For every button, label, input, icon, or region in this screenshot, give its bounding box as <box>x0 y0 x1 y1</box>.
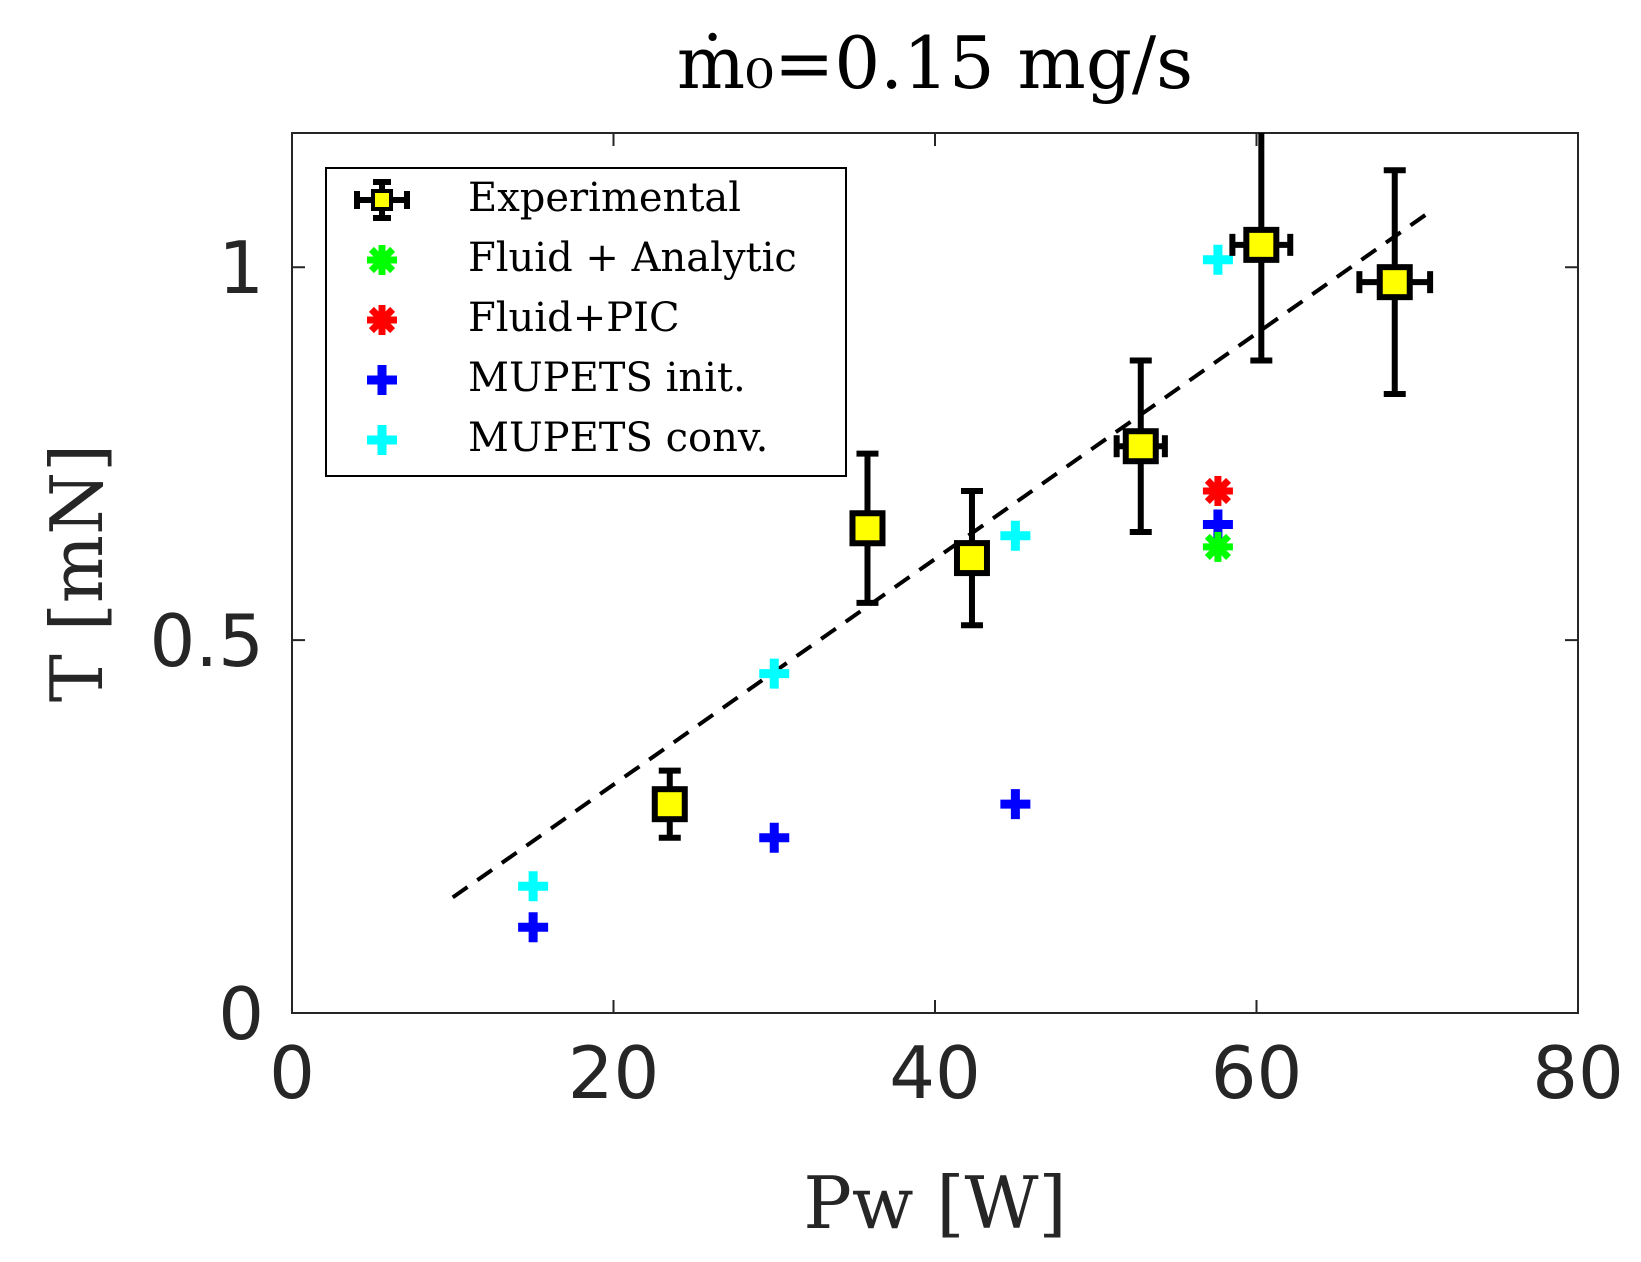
mupets-init-point <box>759 822 790 853</box>
legend-marker-experimental <box>354 179 410 221</box>
mupets-init-point <box>518 912 549 943</box>
plot-content <box>451 133 1434 943</box>
mupets-conv-point <box>759 658 790 689</box>
y-axis-label: T [mN] <box>35 444 119 702</box>
legend-label-mupets-conv: MUPETS conv. <box>468 415 768 461</box>
legend-label-mupets-init: MUPETS init. <box>468 355 746 401</box>
legend: Experimental Fluid + Analytic Fluid+PIC … <box>325 167 847 477</box>
fluid-analytic-point <box>1202 531 1233 562</box>
series-experimental <box>651 133 1434 841</box>
series-fluid-pic <box>1202 475 1233 506</box>
x-tick-label: 0 <box>269 1031 315 1115</box>
series-fluid-analytic <box>1202 531 1233 562</box>
legend-markers <box>354 179 410 455</box>
chart-title: ṁ₀=0.15 mg/s <box>677 21 1193 105</box>
mupets-conv-point <box>518 871 549 902</box>
x-tick-label: 80 <box>1532 1031 1624 1115</box>
legend-marker-mupets-init <box>367 365 397 395</box>
y-tick-label: 0 <box>218 972 264 1056</box>
x-tick-label: 20 <box>568 1031 660 1115</box>
mupets-conv-point <box>1202 244 1233 275</box>
experimental-point <box>1122 428 1159 465</box>
x-tick-label: 40 <box>889 1031 981 1115</box>
experimental-point <box>953 540 990 577</box>
y-tick-label: 1 <box>218 226 264 310</box>
series-mupets-init <box>518 509 1233 943</box>
legend-label-fluid-analytic: Fluid + Analytic <box>468 235 797 281</box>
axis-ticks <box>291 133 1579 1014</box>
fluid-pic-point <box>1202 475 1233 506</box>
mupets-conv-point <box>1000 520 1031 551</box>
x-tick-labels: 0 20 40 60 80 <box>269 1031 1624 1115</box>
x-axis-label: Pw [W] <box>803 1161 1066 1245</box>
y-tick-labels: 00.51 <box>149 226 264 1056</box>
mupets-init-point <box>1000 789 1031 820</box>
y-tick-label: 0.5 <box>149 599 264 683</box>
experimental-point <box>651 786 688 823</box>
x-tick-label: 60 <box>1211 1031 1303 1115</box>
series-mupets-conv <box>518 244 1233 902</box>
legend-marker-mupets-conv <box>367 425 397 455</box>
experimental-point <box>1376 264 1413 301</box>
experimental-point <box>849 510 886 547</box>
legend-marker-fluid-analytic <box>367 245 397 275</box>
legend-box <box>325 167 847 477</box>
legend-label-fluid-pic: Fluid+PIC <box>468 295 680 341</box>
legend-label-experimental: Experimental <box>468 175 741 221</box>
legend-marker-fluid-pic <box>367 305 397 335</box>
experimental-point <box>1243 226 1280 263</box>
